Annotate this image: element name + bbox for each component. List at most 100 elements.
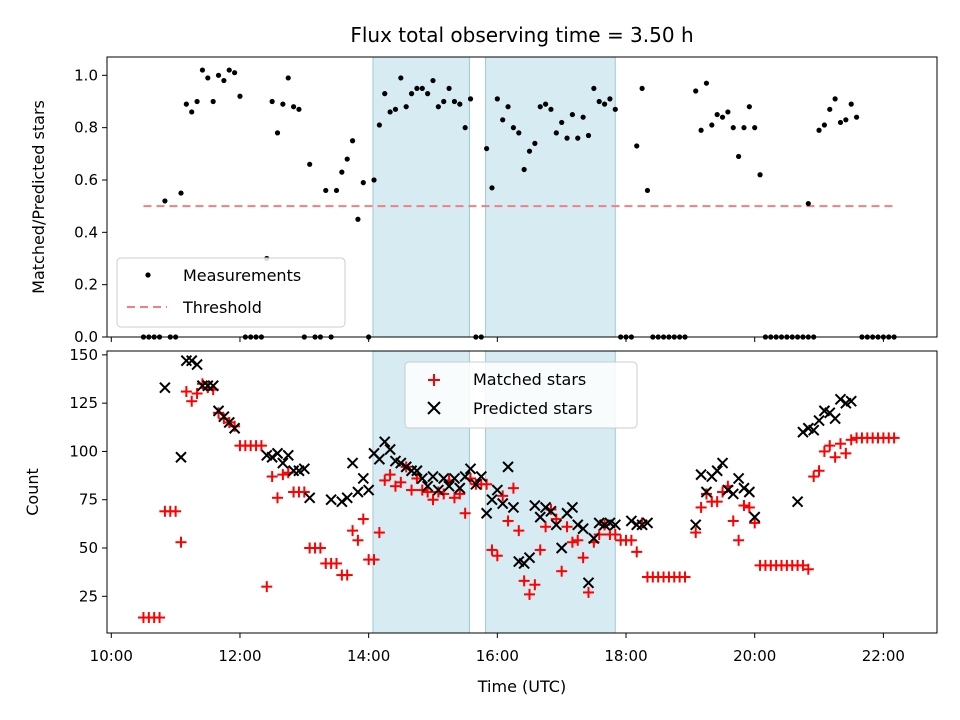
measurement-point — [569, 111, 576, 118]
measurement-point — [591, 85, 597, 92]
matched-star-point — [727, 515, 739, 527]
measurement-point — [210, 98, 216, 105]
measurement-point — [639, 85, 645, 92]
measurement-point — [360, 180, 366, 186]
predicted-star-point — [277, 457, 289, 469]
predicted-star-point — [491, 484, 504, 496]
measurement-point — [178, 190, 184, 196]
measurement-point — [387, 109, 393, 115]
measurement-point — [274, 130, 281, 136]
predicted-star-point — [373, 453, 386, 465]
measurement-point — [494, 96, 500, 102]
matched-star-point — [593, 528, 605, 540]
measurement-point — [580, 114, 586, 120]
measurement-point — [741, 125, 747, 131]
top-legend: Measurements Threshold — [116, 257, 346, 328]
matched-star-point — [507, 482, 519, 494]
top-y-axis-label: Matched/Predicted stars — [29, 100, 48, 294]
measurement-point — [821, 122, 828, 128]
matched-star-point — [690, 527, 702, 539]
predicted-star-point — [748, 511, 761, 523]
predicted-star-point — [427, 470, 439, 483]
matched-star-point — [566, 536, 578, 548]
measurement-point — [542, 101, 549, 107]
predicted-star-point — [534, 511, 546, 523]
y-tick-label: 75 — [79, 491, 98, 509]
measurement-point — [703, 80, 710, 86]
measurement-point — [280, 101, 286, 107]
matched-star-point — [175, 536, 187, 548]
measurement-point — [307, 161, 313, 167]
matched-star-point — [154, 612, 166, 624]
predicted-star-point — [695, 468, 707, 481]
predicted-star-point — [336, 495, 348, 508]
figure-title: Flux total observing time = 3.50 h — [350, 23, 693, 47]
predicted-star-point — [797, 426, 809, 438]
measurement-point — [414, 85, 420, 92]
measurement-point — [355, 216, 361, 222]
measurement-point — [757, 172, 763, 178]
matched-star-point — [808, 471, 820, 483]
matched-star-point — [454, 488, 466, 500]
measurement-point — [736, 153, 742, 160]
measurement-point — [376, 122, 382, 128]
measurement-point — [516, 130, 522, 136]
y-tick-label: 50 — [79, 539, 98, 557]
matched-star-point — [711, 496, 723, 508]
predicted-star-point — [572, 519, 584, 531]
predicted-star-point — [813, 414, 825, 427]
matched-star-point — [582, 586, 594, 598]
measurement-point — [221, 77, 227, 84]
measurement-point — [398, 75, 404, 81]
matched-star-point — [368, 554, 380, 566]
predicted-star-point — [352, 486, 364, 498]
measurement-point — [162, 198, 168, 204]
predicted-star-point — [711, 465, 723, 477]
matched-star-point — [813, 465, 825, 477]
measurement-point — [752, 125, 758, 131]
matched-star-point — [266, 471, 278, 483]
measurement-point — [526, 148, 533, 154]
bottom-legend: Matched stars Predicted stars — [404, 361, 638, 429]
matched-star-point — [491, 550, 503, 562]
predicted-star-point — [577, 522, 589, 535]
measurement-point — [693, 88, 699, 94]
predicted-star-point — [834, 393, 847, 405]
measurement-point — [189, 109, 195, 115]
y-tick-label: 0.0 — [74, 328, 98, 346]
predicted-star-point — [529, 499, 541, 512]
measurement-point — [510, 125, 517, 131]
measurement-point — [484, 145, 490, 152]
matched-star-point — [229, 420, 241, 432]
measurement-point — [698, 127, 704, 133]
measurement-point — [827, 106, 833, 112]
matched-star-point — [395, 476, 407, 488]
predicted-star-point — [625, 515, 638, 527]
matched-star-point — [888, 432, 900, 444]
predicted-star-point — [829, 412, 841, 425]
measurement-point — [505, 104, 511, 110]
matched-stars-points — [137, 378, 900, 624]
matched-star-point — [277, 469, 289, 481]
measurement-point — [489, 185, 495, 191]
measurement-point — [392, 106, 399, 112]
measurement-point — [725, 109, 731, 115]
bottom-axes-frame — [106, 350, 938, 634]
measurement-point — [532, 140, 538, 146]
top-y-ticks: 0.0 0.2 0.4 0.6 0.8 1.0 — [74, 66, 107, 346]
predicted-star-point — [266, 451, 278, 463]
predicted-star-point — [175, 451, 187, 463]
matched-star-point — [422, 486, 434, 498]
predicted-star-point — [400, 461, 412, 473]
matched-star-point — [845, 434, 857, 446]
predicted-star-point — [791, 495, 804, 508]
x-tick-label: 22:00 — [862, 647, 905, 665]
predicted-star-point — [486, 494, 498, 506]
matched-star-point — [432, 486, 444, 498]
predicted-star-point — [186, 354, 198, 367]
measurement-point — [559, 119, 565, 126]
legend-predicted-marker — [427, 401, 441, 415]
matched-star-point — [695, 501, 707, 513]
measurement-point — [564, 135, 570, 141]
measurement-point — [419, 85, 425, 92]
